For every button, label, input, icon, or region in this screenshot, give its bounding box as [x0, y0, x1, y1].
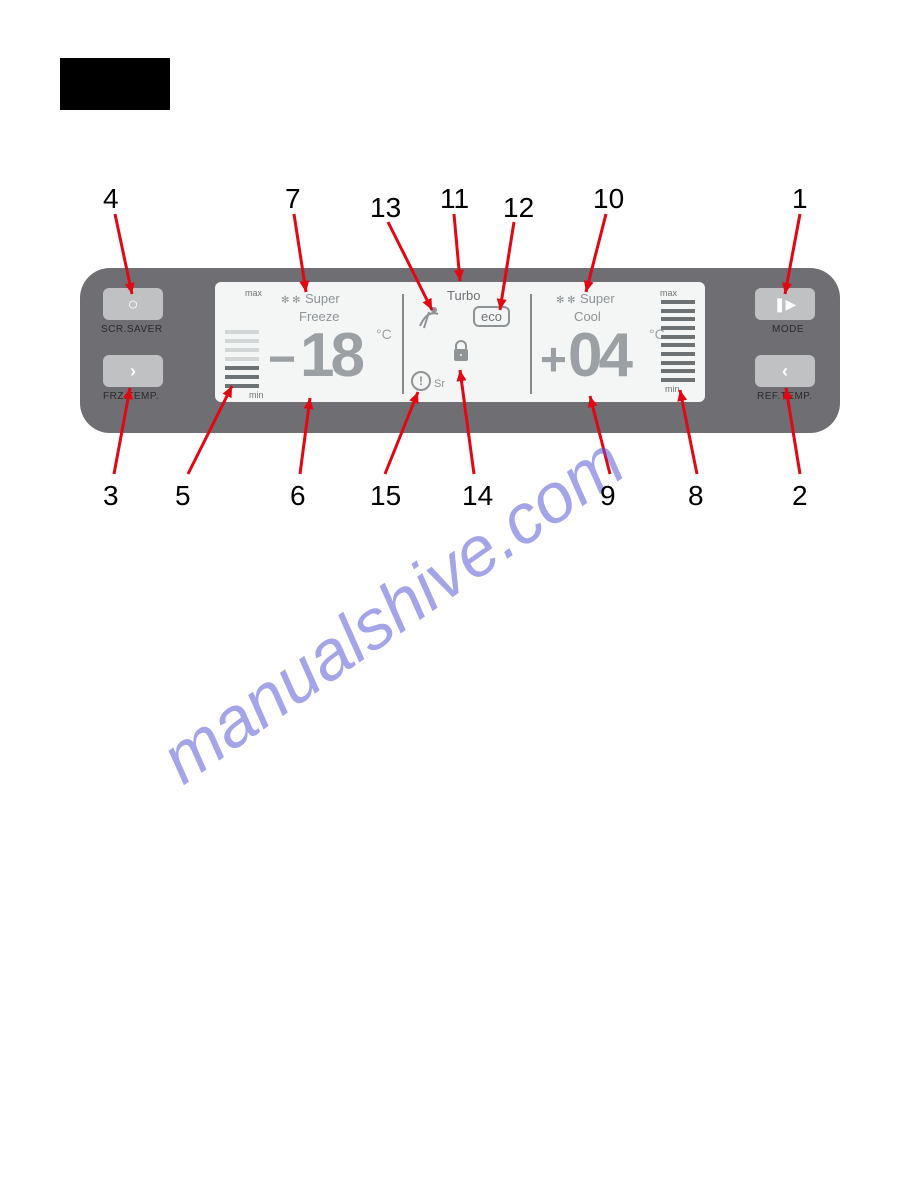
- callout-number: 6: [290, 480, 306, 512]
- callout-number: 13: [370, 192, 401, 224]
- callout-number: 3: [103, 480, 119, 512]
- callout-number: 8: [688, 480, 704, 512]
- callout-number: 10: [593, 183, 624, 215]
- callout-number: 1: [792, 183, 808, 215]
- callout-number: 7: [285, 183, 301, 215]
- callout-number: 12: [503, 192, 534, 224]
- callout-number: 2: [792, 480, 808, 512]
- callout-arrows: [0, 0, 918, 1188]
- callout-number: 14: [462, 480, 493, 512]
- callout-number: 15: [370, 480, 401, 512]
- page: max min ✻ ✻ Super Freeze − 18 °C Turbo e…: [0, 0, 918, 1188]
- callout-number: 4: [103, 183, 119, 215]
- callout-number: 11: [440, 183, 469, 215]
- callout-number: 5: [175, 480, 191, 512]
- callout-number: 9: [600, 480, 616, 512]
